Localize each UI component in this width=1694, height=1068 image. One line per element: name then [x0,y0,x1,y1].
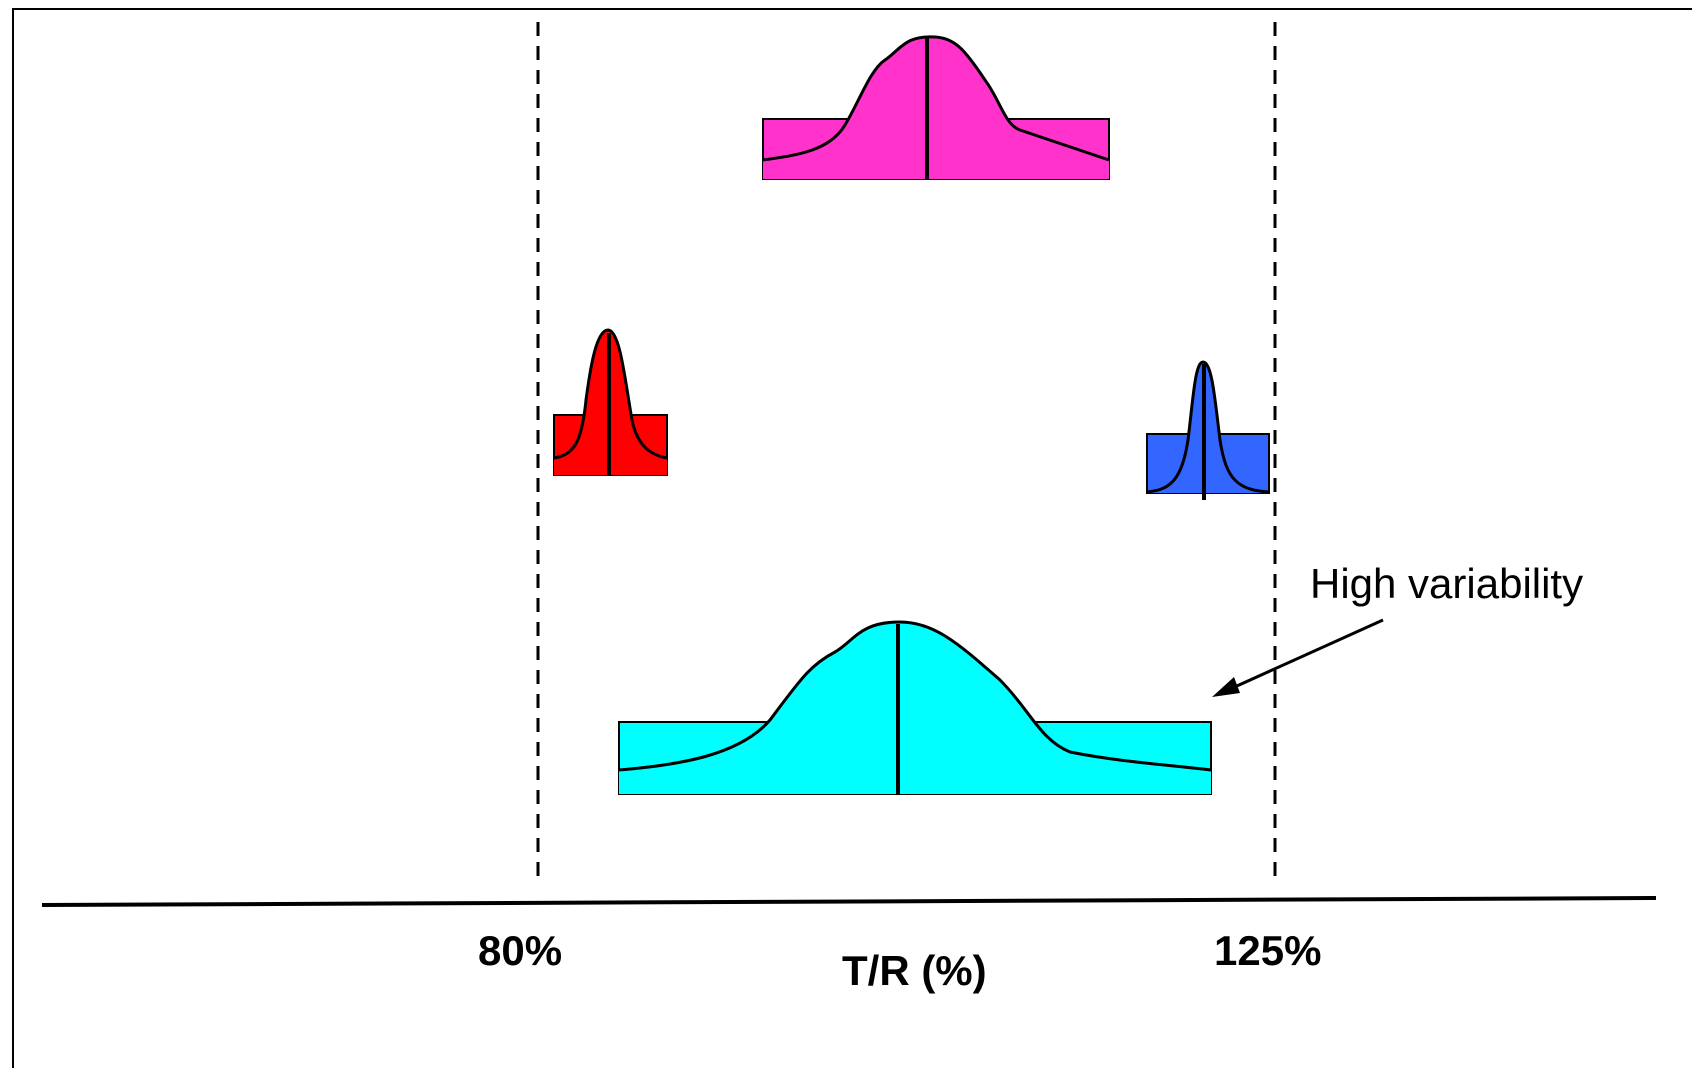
distribution-blue [1146,360,1270,500]
distribution-blue-curve [1146,360,1270,494]
tr-axis-line [41,896,1657,907]
distribution-red-curve [553,328,668,460]
distribution-red [553,328,668,476]
upper-limit-label: 125% [1214,927,1321,974]
annotation-label: High variability [1310,560,1583,607]
distribution-cyan-curve [618,620,1212,772]
distribution-magenta-curve [762,35,1110,162]
distribution-cyan [618,620,1212,795]
axis-label: T/R (%) [842,947,987,994]
diagram-frame [12,8,1692,1068]
annotation-arrow [1212,618,1384,697]
distribution-magenta [762,35,1110,180]
lower-limit-label: 80% [478,927,562,974]
